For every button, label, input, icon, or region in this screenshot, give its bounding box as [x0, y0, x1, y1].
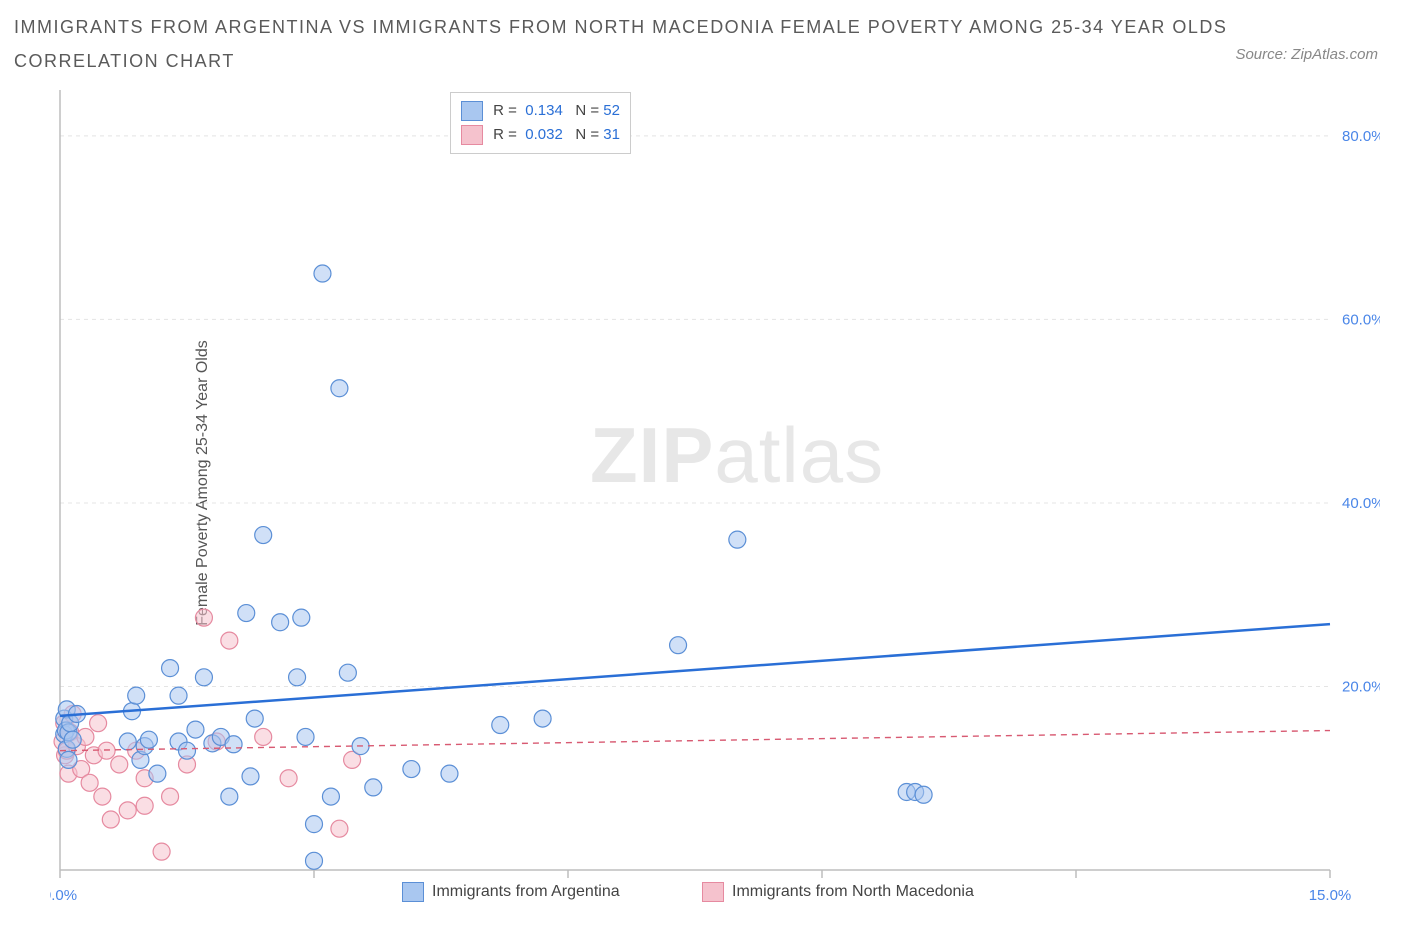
series-legend-b: Immigrants from North Macedonia [702, 882, 974, 902]
series-legend-a: Immigrants from Argentina [402, 882, 620, 902]
legend-row: R = 0.032 N = 31 [461, 123, 620, 147]
chart-title-block: IMMIGRANTS FROM ARGENTINA VS IMMIGRANTS … [14, 10, 1386, 78]
legend-swatch [461, 101, 483, 121]
chart-title-line1: IMMIGRANTS FROM ARGENTINA VS IMMIGRANTS … [14, 10, 1386, 44]
svg-text:40.0%: 40.0% [1342, 495, 1380, 512]
legend-swatch [461, 125, 483, 145]
legend-stats: R = 0.134 N = 52 [489, 99, 620, 123]
series-legend-b-label: Immigrants from North Macedonia [732, 883, 974, 901]
svg-text:60.0%: 60.0% [1342, 311, 1380, 328]
legend-stats: R = 0.032 N = 31 [489, 123, 620, 147]
scatter-plot-svg: 0.0% 15.0% 20.0% 40.0% 60.0% 80.0% [50, 90, 1380, 920]
chart-title-line2: CORRELATION CHART [14, 44, 1386, 78]
swatch-north-macedonia [702, 882, 724, 902]
svg-text:20.0%: 20.0% [1342, 678, 1380, 695]
swatch-argentina [402, 882, 424, 902]
chart-area: Female Poverty Among 25-34 Year Olds ZIP… [50, 90, 1380, 875]
svg-text:80.0%: 80.0% [1342, 128, 1380, 145]
svg-text:0.0%: 0.0% [50, 887, 77, 904]
svg-text:15.0%: 15.0% [1309, 887, 1352, 904]
series-legend-a-label: Immigrants from Argentina [432, 883, 620, 901]
source-attribution: Source: ZipAtlas.com [1235, 46, 1378, 63]
correlation-legend-box: R = 0.134 N = 52 R = 0.032 N = 31 [450, 92, 631, 154]
legend-row: R = 0.134 N = 52 [461, 99, 620, 123]
